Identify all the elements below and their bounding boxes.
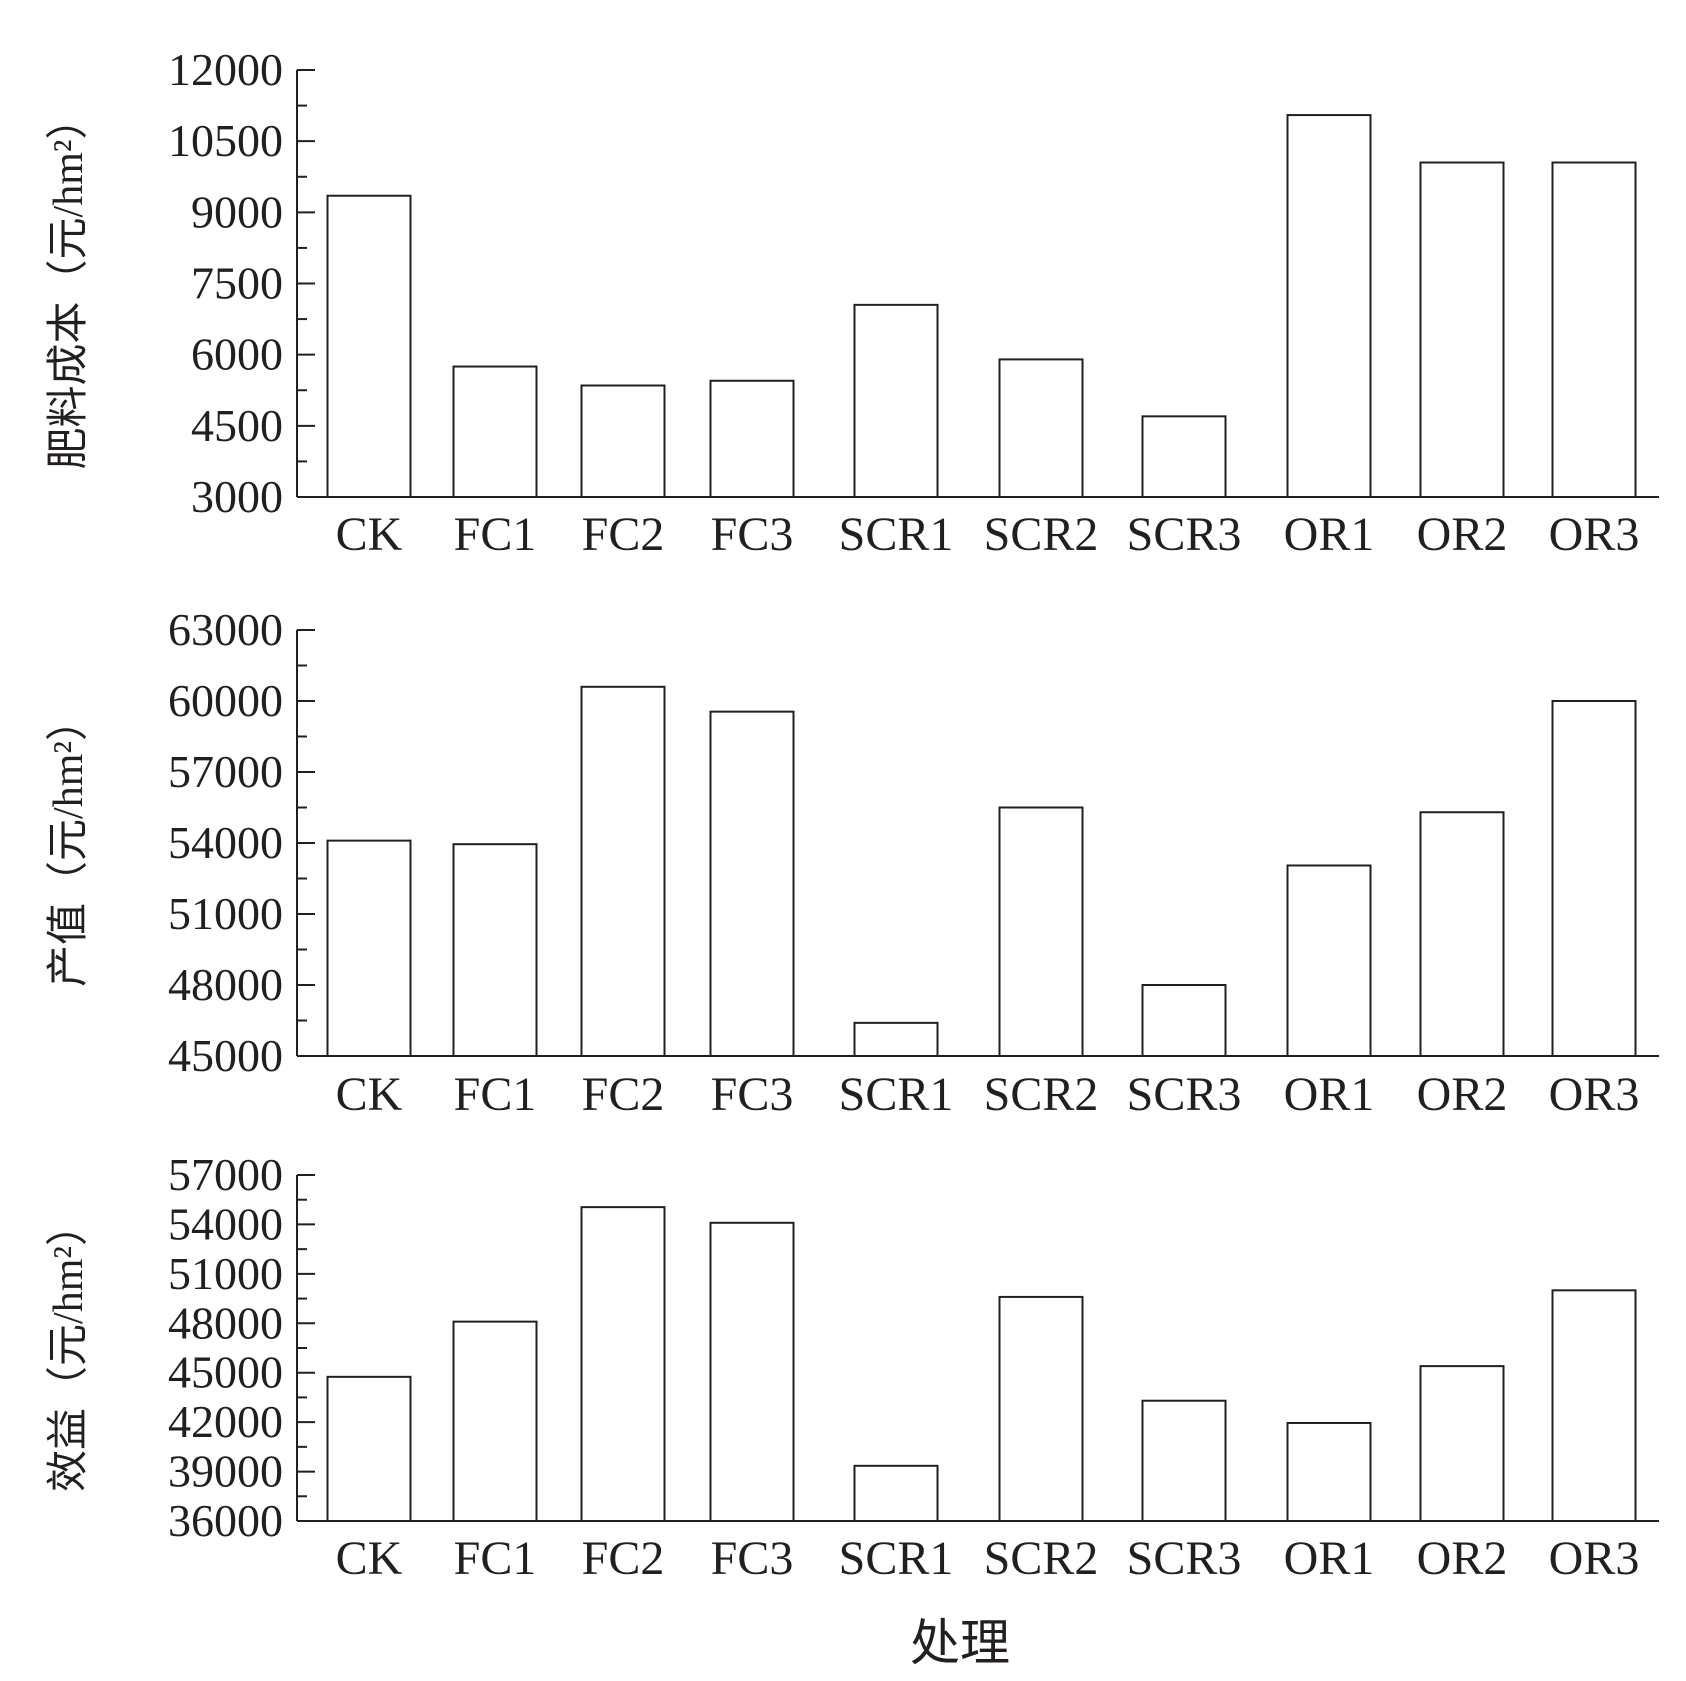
y-tick-label: 48000	[168, 1297, 283, 1348]
bar-fc2	[580, 384, 666, 498]
bar-ck	[326, 839, 412, 1058]
y-tick-label: 42000	[168, 1396, 283, 1447]
bar-or3	[1551, 1289, 1637, 1523]
x-tick-label: OR1	[1284, 1532, 1375, 1585]
x-tick-label: SCR3	[1127, 1068, 1242, 1121]
y-axis-title: 效益（元/hm²）	[46, 1204, 92, 1492]
y-tick-label: 10500	[168, 115, 283, 166]
y-tick-label: 36000	[168, 1495, 283, 1546]
y-tick-label: 48000	[168, 959, 283, 1010]
bar-scr2	[998, 1295, 1084, 1523]
y-tick-label: 57000	[168, 1149, 283, 1200]
bar-or1	[1286, 864, 1372, 1057]
y-tick-label: 54000	[168, 1198, 283, 1249]
x-tick-label: SCR2	[984, 508, 1099, 561]
x-tick-label: FC2	[582, 1068, 665, 1121]
bar-scr2	[998, 806, 1084, 1057]
x-tick-label: FC3	[711, 1532, 794, 1585]
bar-scr1	[853, 1464, 939, 1523]
x-tick-label: SCR1	[839, 1068, 954, 1121]
bar-chart-panel: 45000 48000 51000 54000 57000 60000 63000 CK FC1…	[46, 604, 1659, 1121]
x-tick-label: CK	[336, 1068, 403, 1121]
bar-scr3	[1141, 415, 1227, 499]
bar-chart-panel: 3000 4500 6000 7500 9000 10500 12000 CK FC1 FC2 FC…	[46, 44, 1659, 561]
y-tick-label: 7500	[191, 258, 283, 309]
y-tick-label: 63000	[168, 604, 283, 655]
y-tick-label: 51000	[168, 1248, 283, 1299]
x-tick-label: FC3	[711, 1068, 794, 1121]
bar-or2	[1419, 161, 1505, 498]
y-tick-label: 3000	[191, 471, 283, 522]
x-tick-label: SCR1	[839, 508, 954, 561]
bar-or2	[1419, 1365, 1505, 1522]
bar-or3	[1551, 700, 1637, 1057]
x-tick-label: OR2	[1417, 1068, 1508, 1121]
y-tick-label: 4500	[191, 400, 283, 451]
bar-fc1	[452, 843, 538, 1058]
y-tick-label: 57000	[168, 746, 283, 797]
x-tick-label: FC1	[454, 1068, 537, 1121]
x-axis-title: 处理	[910, 1615, 1010, 1671]
bar-or3	[1551, 161, 1637, 498]
bar-or1	[1286, 114, 1372, 498]
bar-fc1	[452, 365, 538, 498]
bar-scr2	[998, 358, 1084, 498]
x-tick-label: OR2	[1417, 508, 1508, 561]
bar-or2	[1419, 811, 1505, 1057]
y-tick-label: 54000	[168, 817, 283, 868]
x-tick-label: OR3	[1549, 508, 1640, 561]
x-tick-label: OR1	[1284, 1068, 1375, 1121]
x-tick-label: FC1	[454, 508, 537, 561]
y-tick-label: 45000	[168, 1030, 283, 1081]
y-tick-label: 9000	[191, 186, 283, 237]
x-tick-label: SCR2	[984, 1068, 1099, 1121]
x-tick-label: SCR1	[839, 1532, 954, 1585]
bar-fc3	[709, 710, 795, 1058]
chart-panels: 3000 4500 6000 7500 9000 10500 12000 CK FC1 FC2 FC…	[46, 44, 1659, 1585]
x-tick-label: OR3	[1549, 1532, 1640, 1585]
bar-or1	[1286, 1421, 1372, 1523]
bar-fc2	[580, 685, 666, 1057]
x-tick-label: OR1	[1284, 508, 1375, 561]
bar-scr1	[853, 303, 939, 498]
x-tick-label: CK	[336, 1532, 403, 1585]
bar-scr3	[1141, 984, 1227, 1057]
bar-chart-panel: 3600039000420004500048000510005400057000…	[46, 1149, 1659, 1585]
bar-scr3	[1141, 1399, 1227, 1522]
bar-fc3	[709, 379, 795, 498]
bar-fc3	[709, 1221, 795, 1523]
x-tick-label: OR2	[1417, 1532, 1508, 1585]
y-tick-label: 12000	[168, 44, 283, 95]
x-tick-label: SCR3	[1127, 508, 1242, 561]
x-tick-label: FC1	[454, 1532, 537, 1585]
bar-fc2	[580, 1206, 666, 1522]
y-tick-label: 39000	[168, 1446, 283, 1497]
x-tick-label: CK	[336, 508, 403, 561]
x-tick-label: SCR2	[984, 1532, 1099, 1585]
bar-fc1	[452, 1320, 538, 1522]
bar-ck	[326, 1375, 412, 1523]
x-tick-label: FC3	[711, 508, 794, 561]
bar-ck	[326, 194, 412, 498]
y-axis-title: 肥料成本（元/hm²）	[46, 98, 92, 470]
bar-scr1	[853, 1021, 939, 1057]
y-tick-label: 6000	[191, 329, 283, 380]
x-tick-label: OR3	[1549, 1068, 1640, 1121]
x-tick-label: FC2	[582, 1532, 665, 1585]
x-tick-label: SCR3	[1127, 1532, 1242, 1585]
x-tick-label: FC2	[582, 508, 665, 561]
y-tick-label: 45000	[168, 1347, 283, 1398]
y-axis-title: 产值（元/hm²）	[46, 699, 92, 987]
y-tick-label: 51000	[168, 888, 283, 939]
y-tick-label: 60000	[168, 675, 283, 726]
